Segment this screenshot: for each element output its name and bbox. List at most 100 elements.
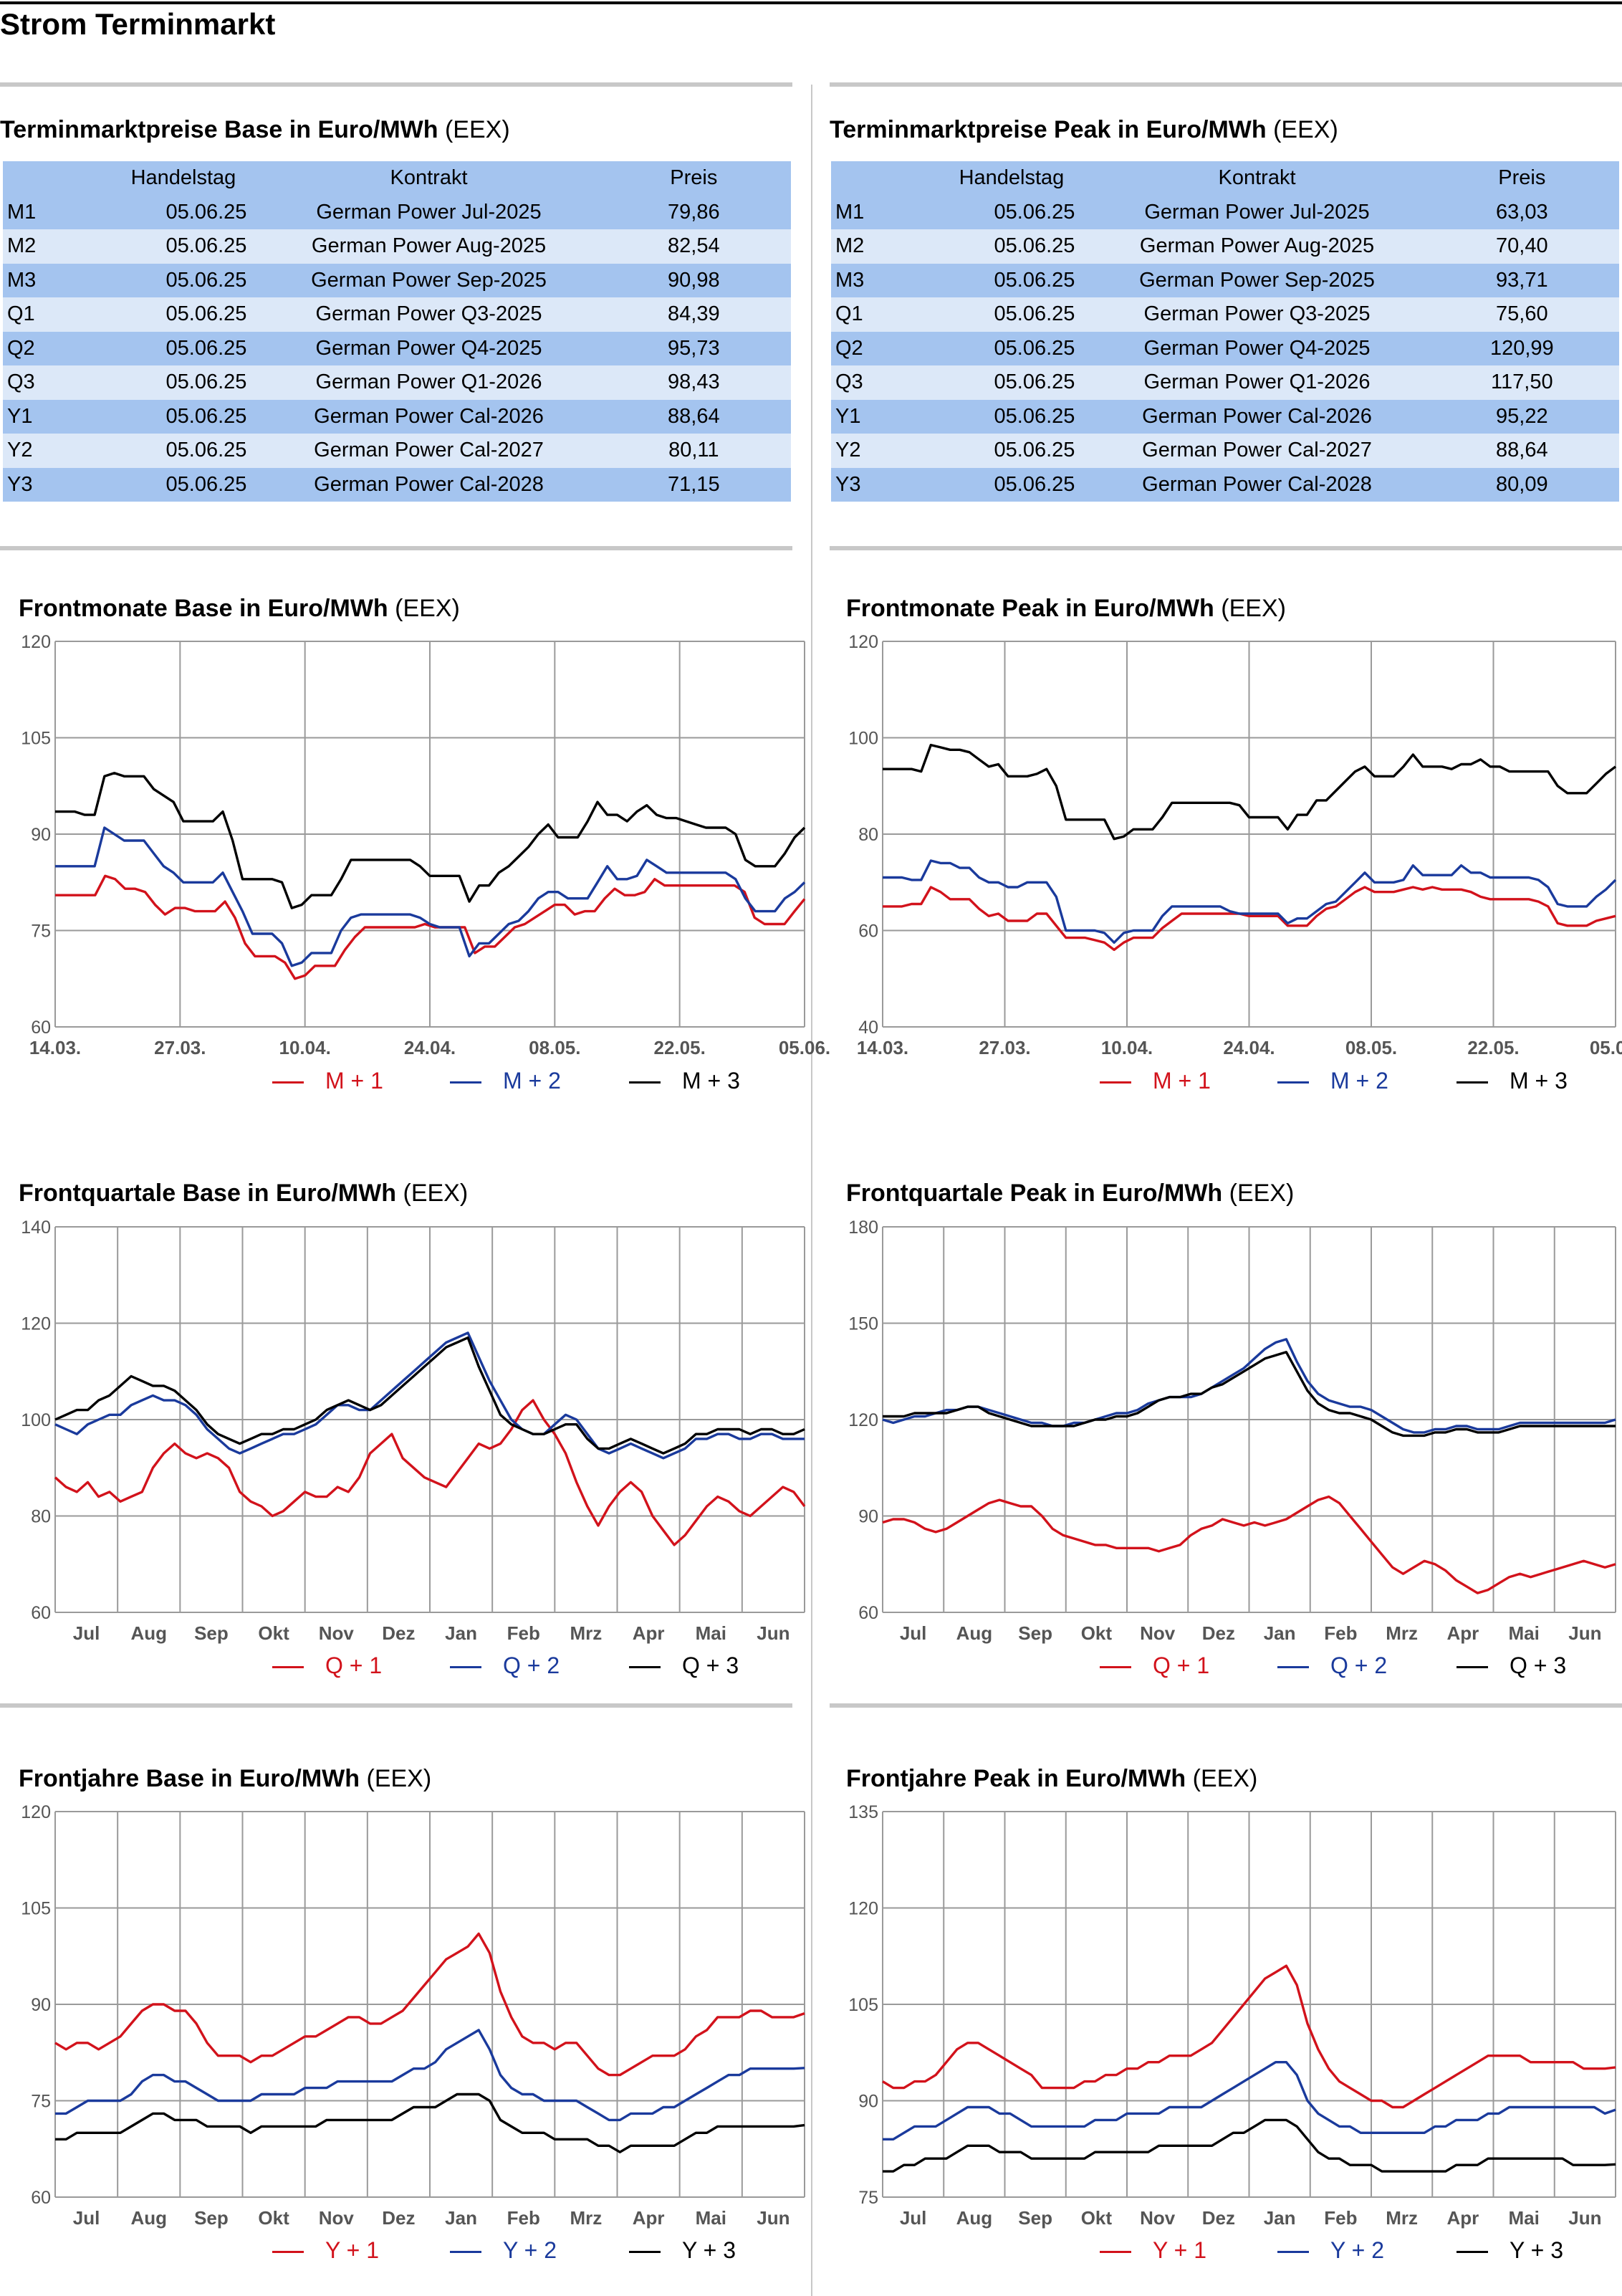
- row-preis: 63,03: [1424, 195, 1619, 229]
- column-divider: [811, 85, 812, 2296]
- legend-item: Q + 2: [1277, 1652, 1387, 1679]
- row-preis: 80,09: [1424, 467, 1619, 502]
- x-tick-label: Dez: [1202, 2207, 1235, 2229]
- row-code: M2: [831, 229, 944, 264]
- table-title-bold: Terminmarktpreise Peak in Euro/MWh: [830, 116, 1267, 143]
- row-handelstag: 05.06.25: [944, 399, 1090, 434]
- row-code: Y1: [3, 399, 116, 434]
- y-tick-label: 105: [21, 1899, 51, 1919]
- y-tick-label: 120: [848, 1899, 878, 1919]
- table-row: M2 05.06.25 German Power Aug-2025 82,54: [3, 229, 791, 264]
- row-kontrakt: German Power Sep-2025: [261, 263, 597, 297]
- series-line-yplus2: [55, 2029, 805, 2122]
- row-handelstag: 05.06.25: [115, 399, 261, 434]
- row-handelstag: 05.06.25: [115, 331, 261, 365]
- legend-item: Q + 2: [450, 1652, 560, 1679]
- row-kontrakt: German Power Q3-2025: [1089, 297, 1425, 332]
- x-tick-label: 27.03.: [154, 1037, 206, 1058]
- legend-item: Q + 3: [629, 1652, 739, 1679]
- row-handelstag: 05.06.25: [944, 263, 1090, 297]
- x-tick-label: Feb: [1324, 2207, 1357, 2229]
- row-handelstag: 05.06.25: [944, 297, 1090, 332]
- gridlines: [54, 1226, 805, 1613]
- x-tick-label: Jan: [445, 2207, 477, 2229]
- separator: [0, 546, 792, 550]
- x-tick-label: Aug: [956, 2207, 993, 2229]
- table-row: Y2 05.06.25 German Power Cal-2027 80,11: [3, 434, 791, 468]
- row-preis: 120,99: [1424, 331, 1619, 365]
- series-line-qplus1: [882, 1495, 1616, 1594]
- table-row: M1 05.06.25 German Power Jul-2025 63,03: [831, 195, 1619, 229]
- row-preis: 80,11: [596, 434, 791, 468]
- x-tick-label: Jan: [445, 1622, 477, 1644]
- table-header-row: Handelstag Kontrakt Preis: [3, 161, 791, 196]
- row-handelstag: 05.06.25: [944, 195, 1090, 229]
- x-tick-label: Jun: [757, 1622, 790, 1644]
- header-code: [831, 161, 944, 196]
- gridlines: [54, 1811, 805, 2198]
- legend-item: Y + 1: [1100, 2237, 1206, 2264]
- y-tick-label: 75: [31, 922, 51, 942]
- header-kontrakt: Kontrakt: [261, 161, 597, 196]
- row-kontrakt: German Power Jul-2025: [261, 195, 597, 229]
- row-handelstag: 05.06.25: [115, 434, 261, 468]
- x-tick-label: Sep: [194, 2207, 229, 2229]
- row-code: Y3: [831, 467, 944, 502]
- chart-title: Frontquartale Base in Euro/MWh (EEX): [19, 1180, 468, 1207]
- legend-label: Y + 1: [325, 2237, 380, 2263]
- x-tick-label: Feb: [507, 1622, 540, 1644]
- chart-frontjahre-peak: 75 90 105 120 135 Jul Aug Sep Okt Nov Dez Jan Feb Mrz…: [848, 1802, 1616, 2229]
- row-handelstag: 05.06.25: [115, 229, 261, 264]
- row-preis: 90,98: [596, 263, 791, 297]
- series-line-mplus2: [55, 826, 806, 967]
- chart-title-source: (EEX): [1221, 595, 1286, 622]
- chart-title-source: (EEX): [1192, 1765, 1258, 1792]
- chart-frontmonate-peak: 40 60 80 100 120 14.03. 27.03. 10.04. 24.04. 08.0…: [848, 632, 1622, 1058]
- row-handelstag: 05.06.25: [944, 365, 1090, 400]
- row-handelstag: 05.06.25: [944, 434, 1090, 468]
- y-tick-label: 80: [858, 825, 878, 845]
- row-handelstag: 05.06.25: [944, 229, 1090, 264]
- x-tick-label: Nov: [319, 1622, 355, 1644]
- legend-item: M + 3: [629, 1068, 740, 1094]
- series-line-mplus2: [883, 859, 1617, 944]
- y-tick-label: 80: [31, 1507, 51, 1527]
- chart-legend: Y + 1 Y + 2 Y + 3: [0, 2237, 811, 2266]
- legend-label: Q + 1: [1153, 1652, 1210, 1678]
- y-tick-label: 120: [848, 1410, 878, 1430]
- x-tick-label: Okt: [1081, 2207, 1113, 2229]
- row-preis: 84,39: [596, 297, 791, 332]
- legend-swatch: [450, 1081, 481, 1084]
- series-line-yplus1: [882, 1964, 1616, 2109]
- row-handelstag: 05.06.25: [944, 467, 1090, 502]
- header-code: [3, 161, 116, 196]
- x-tick-label: Jan: [1264, 1622, 1296, 1644]
- legend-item: M + 3: [1457, 1068, 1568, 1094]
- legend-item: M + 1: [1100, 1068, 1211, 1094]
- y-tick-label: 75: [31, 2092, 51, 2112]
- legend-label: Y + 3: [682, 2237, 736, 2263]
- row-code: M3: [831, 263, 944, 297]
- row-handelstag: 05.06.25: [944, 331, 1090, 365]
- series-line-yplus3: [883, 2118, 1616, 2173]
- y-tick-label: 120: [21, 1314, 51, 1334]
- legend-item: M + 2: [1277, 1068, 1388, 1094]
- chart-title-source: (EEX): [403, 1180, 469, 1207]
- row-preis: 93,71: [1424, 263, 1619, 297]
- legend-label: M + 3: [1510, 1068, 1568, 1094]
- x-tick-label: Jun: [757, 2207, 790, 2229]
- row-code: Q3: [3, 365, 116, 400]
- row-code: Q3: [831, 365, 944, 400]
- separator: [0, 82, 792, 87]
- row-code: Y2: [3, 434, 116, 468]
- price-table-peak: Handelstag Kontrakt Preis M1 05.06.25 Germ…: [831, 161, 1619, 502]
- x-tick-label: 22.05.: [1467, 1037, 1519, 1058]
- legend-label: M + 1: [325, 1068, 383, 1094]
- row-kontrakt: German Power Q1-2026: [1089, 365, 1425, 400]
- row-code: M2: [3, 229, 116, 264]
- header-handelstag: Handelstag: [944, 161, 1090, 196]
- x-tick-label: Apr: [633, 2207, 665, 2229]
- x-tick-label: Nov: [319, 2207, 355, 2229]
- legend-item: Q + 1: [1100, 1652, 1209, 1679]
- chart-title-bold: Frontquartale Peak in Euro/MWh: [846, 1180, 1223, 1207]
